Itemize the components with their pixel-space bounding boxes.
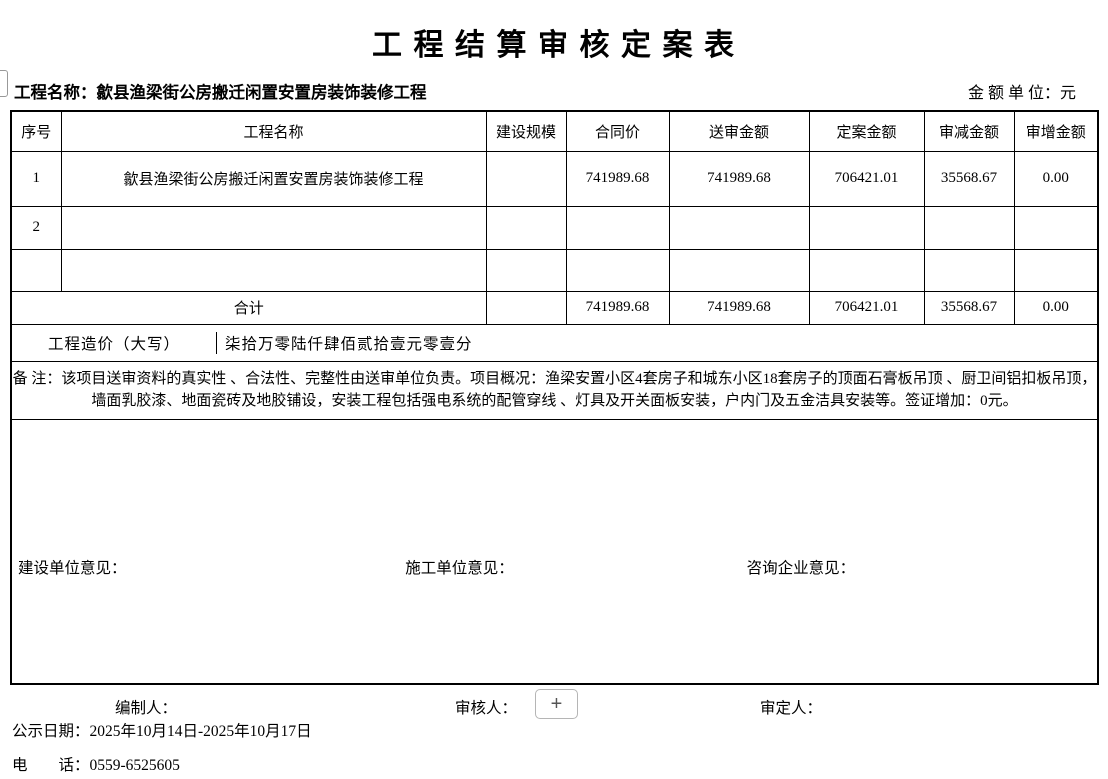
remark-line2: 墙面乳胶漆、地面瓷砖及地胶铺设，安装工程包括强电系统的配管穿线 、灯具及开关面板…: [91, 393, 1018, 409]
cell-submitted: 741989.68: [668, 150, 810, 207]
cell-increased: [1013, 205, 1099, 250]
cell-finalized: 706421.01: [808, 150, 925, 207]
remark-line1: 备 注：该项目送审资料的真实性 、合法性、完整性由送审单位负责。项目概况：渔梁安…: [12, 370, 1097, 387]
cell-reduced: [923, 205, 1015, 250]
project-name-line: 工程名称：歙县渔梁街公房搬迁闲置安置房装饰装修工程: [14, 83, 427, 102]
publicity-date-value: 2025年10月14日-2025年10月17日: [89, 723, 312, 740]
cost-words-label: 工程造价（大写）: [12, 331, 217, 354]
page-title: 工 程 结 算 审 核 定 案 表: [372, 29, 736, 62]
col-header-finalized: 定案金额: [808, 110, 925, 152]
cell-submitted: [668, 248, 810, 292]
total-finalized: 706421.01: [808, 290, 925, 325]
auditor-label: 审核人：: [455, 700, 518, 717]
total-increased: 0.00: [1013, 290, 1099, 325]
phone-line: 电 话：0559-6525605: [12, 753, 180, 775]
total-scale: [485, 290, 567, 325]
col-header-scale: 建设规模: [485, 110, 567, 152]
preparer-label: 编制人：: [115, 700, 178, 717]
remark-row: 备 注：该项目送审资料的真实性 、合法性、完整性由送审单位负责。项目概况：渔梁安…: [10, 360, 1099, 420]
cell-seq: 1: [10, 150, 62, 207]
cell-project-name: [60, 248, 487, 292]
col-header-submitted: 送审金额: [668, 110, 810, 152]
cell-submitted: [668, 205, 810, 250]
total-label: 合计: [10, 290, 487, 325]
meta-line: 工程名称：歙县渔梁街公房搬迁闲置安置房装饰装修工程 金 额 单 位：元: [14, 79, 1076, 103]
col-header-reduced: 审减金额: [923, 110, 1015, 152]
cell-contract: 741989.68: [565, 150, 670, 207]
total-contract: 741989.68: [565, 290, 670, 325]
cell-contract: [565, 205, 670, 250]
col-header-seq: 序号: [10, 110, 62, 152]
cell-seq: 2: [10, 205, 62, 250]
publicity-date-line: 公示日期：2025年10月14日-2025年10月17日: [12, 719, 312, 741]
table-row: 2: [10, 205, 1099, 250]
col-header-increased: 审增金额: [1013, 110, 1099, 152]
amount-unit-label: 金 额 单 位：元: [967, 85, 1076, 102]
cell-finalized: [808, 205, 925, 250]
table-row: 1 歙县渔梁街公房搬迁闲置安置房装饰装修工程 741989.68 741989.…: [10, 150, 1099, 207]
table-header-row: 序号 工程名称 建设规模 合同价 送审金额 定案金额 审减金额 审增金额: [10, 110, 1099, 152]
cell-project-name: [60, 205, 487, 250]
cell-reduced: 35568.67: [923, 150, 1015, 207]
approver-label: 审定人：: [760, 700, 823, 717]
cell-scale: [485, 248, 567, 292]
cell-increased: 0.00: [1013, 150, 1099, 207]
total-submitted: 741989.68: [668, 290, 810, 325]
cell-contract: [565, 248, 670, 292]
clipped-edge-widget[interactable]: [0, 70, 8, 97]
cell-scale: [485, 205, 567, 250]
col-header-name: 工程名称: [60, 110, 487, 152]
publicity-date-label: 公示日期：: [12, 723, 90, 740]
cell-finalized: [808, 248, 925, 292]
col-header-contract: 合同价: [565, 110, 670, 152]
phone-value: 0559-6525605: [89, 757, 180, 774]
cell-seq: [10, 248, 62, 292]
opinion-title: 施工单位意见：: [405, 560, 514, 578]
table-row: [10, 248, 1099, 292]
opinions-row: 建设单位意见： 负责人签字： （盖章） 年 月 日 施工单位意见： 负责人签字：…: [10, 418, 1099, 685]
opinion-title: 建设单位意见：: [18, 560, 127, 578]
add-button[interactable]: +: [535, 689, 578, 719]
cost-words-value: 柒拾万零陆仟肆佰贰拾壹元零壹分: [225, 335, 473, 353]
settlement-table: 序号 工程名称 建设规模 合同价 送审金额 定案金额 审减金额 审增金额 1 歙…: [10, 110, 1099, 685]
cell-increased: [1013, 248, 1099, 292]
cell-project-name: 歙县渔梁街公房搬迁闲置安置房装饰装修工程: [60, 150, 487, 207]
phone-label: 电 话：: [12, 757, 90, 774]
total-reduced: 35568.67: [923, 290, 1015, 325]
cell-reduced: [923, 248, 1015, 292]
cost-in-words-row: 工程造价（大写） 柒拾万零陆仟肆佰贰拾壹元零壹分: [10, 323, 1099, 362]
opinion-title: 咨询企业意见：: [746, 560, 856, 578]
cell-scale: [485, 150, 567, 207]
total-row: 合计 741989.68 741989.68 706421.01 35568.6…: [10, 290, 1099, 325]
